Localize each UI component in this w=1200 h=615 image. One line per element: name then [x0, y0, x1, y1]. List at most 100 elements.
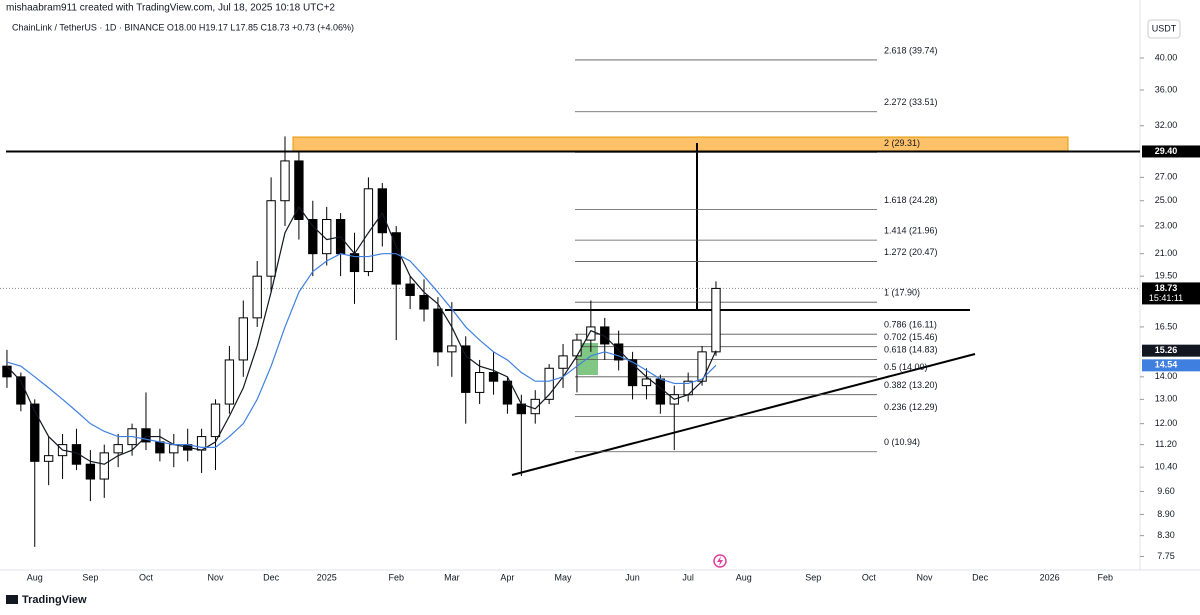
currency: USDT	[1152, 23, 1177, 33]
fib-label: 0.382 (13.20)	[884, 380, 938, 390]
y-tick-label: 8.30	[1157, 530, 1175, 540]
y-tick-label: 9.60	[1157, 486, 1175, 496]
price-tag-label: 29.40	[1155, 146, 1178, 156]
candle-body	[71, 444, 82, 465]
x-tick-label: Apr	[500, 572, 514, 582]
x-tick-label: May	[555, 572, 573, 582]
candle-body	[169, 444, 179, 454]
fib-label: 2.272 (33.51)	[884, 97, 938, 107]
candle-body	[252, 275, 262, 319]
candle-body	[391, 232, 401, 285]
candle-body	[586, 326, 596, 341]
candle-body	[266, 200, 276, 277]
candle-body	[363, 188, 374, 273]
y-tick-label: 27.00	[1155, 172, 1178, 182]
x-tick-label: Dec	[263, 572, 280, 582]
moving-average	[6, 253, 717, 448]
candle-body	[238, 317, 248, 361]
y-tick-label: 23.00	[1155, 220, 1178, 230]
x-tick-label: Mar	[444, 572, 460, 582]
x-tick-label: Sep	[82, 572, 98, 582]
x-tick-label: Oct	[139, 572, 154, 582]
x-tick-label: 2025	[317, 572, 337, 582]
fib-label: 0.702 (15.46)	[884, 332, 938, 342]
candle-body	[224, 359, 235, 405]
candle-body	[294, 160, 304, 221]
fib-label: 1 (17.90)	[884, 288, 920, 298]
candle-body	[99, 452, 109, 480]
fib-label: 2.618 (39.74)	[884, 45, 938, 55]
y-tick-label: 36.00	[1155, 84, 1178, 94]
candle-body	[377, 188, 387, 234]
candle-body	[711, 287, 721, 353]
y-tick-label: 12.00	[1155, 418, 1178, 428]
candle-body	[210, 403, 221, 438]
candle-body	[627, 359, 638, 387]
fib-label: 0.618 (14.83)	[884, 345, 938, 355]
moving-average	[6, 205, 717, 465]
y-tick-label: 21.00	[1155, 248, 1178, 258]
candle-body	[447, 345, 457, 353]
candle-body	[433, 308, 443, 353]
x-tick-label: Feb	[388, 572, 404, 582]
x-tick-label: 2026	[1040, 572, 1060, 582]
candle-body	[280, 160, 290, 202]
fib-label: 0 (10.94)	[884, 437, 920, 447]
fib-label: 1.272 (20.47)	[884, 247, 938, 257]
footer: TradingView	[22, 594, 87, 606]
candle-body	[600, 326, 610, 345]
x-tick-label: Feb	[1097, 572, 1113, 582]
fib-label: 1.618 (24.28)	[884, 195, 938, 205]
fib-label: 0.786 (16.11)	[884, 320, 937, 330]
fib-label: 0.5 (14.00)	[884, 362, 928, 372]
candle-body	[85, 463, 96, 480]
candle-body	[155, 441, 165, 454]
x-tick-label: Aug	[736, 572, 752, 582]
price-tag-label: 14.54	[1155, 360, 1178, 370]
x-tick-label: Jul	[682, 572, 694, 582]
candle-body	[655, 378, 666, 405]
candle-body	[502, 380, 513, 405]
lightning-icon	[713, 554, 727, 568]
header: mishaabram911 created with TradingView.c…	[6, 3, 335, 14]
fib-label: 2 (29.31)	[884, 138, 920, 148]
logo: TradingView	[6, 594, 87, 606]
y-tick-label: 8.90	[1157, 509, 1175, 519]
candle-body	[322, 219, 332, 255]
price-tag	[1142, 359, 1200, 372]
candle-body	[488, 372, 499, 382]
candle-body	[558, 355, 568, 369]
price-tag-label: 15.26	[1155, 345, 1178, 355]
candle-body	[419, 294, 429, 310]
x-tick-label: Oct	[862, 572, 877, 582]
y-tick-label: 19.50	[1155, 271, 1178, 281]
fib-label: 1.414 (21.96)	[884, 225, 938, 235]
candle-body	[572, 339, 582, 357]
candle-body	[613, 343, 624, 361]
price-tag	[1142, 145, 1200, 158]
candle-body	[308, 219, 318, 255]
x-tick-label: Sep	[805, 572, 821, 582]
y-tick-label: 32.00	[1155, 120, 1178, 130]
candle-body	[405, 283, 415, 296]
candle-body	[530, 398, 540, 415]
y-tick-label: 14.00	[1155, 371, 1178, 381]
trend-line	[511, 353, 976, 476]
x-tick-label: Nov	[917, 572, 934, 582]
fib-label: 0.236 (12.29)	[884, 402, 938, 412]
candle-body	[30, 403, 40, 462]
currency-box	[1147, 19, 1181, 39]
candle-body	[2, 365, 12, 378]
price-tag	[1142, 344, 1200, 357]
x-tick-label: Jun	[625, 572, 640, 582]
candle-body	[113, 444, 123, 454]
candle-body	[544, 367, 554, 400]
price-tag-label: 18.73	[1155, 283, 1178, 293]
candle-body	[641, 378, 652, 387]
y-tick-label: 7.75	[1157, 551, 1175, 561]
y-tick-label: 10.40	[1155, 462, 1178, 472]
resistance-zone	[292, 136, 1069, 152]
candle-body	[474, 372, 485, 393]
candle-body	[141, 428, 151, 443]
